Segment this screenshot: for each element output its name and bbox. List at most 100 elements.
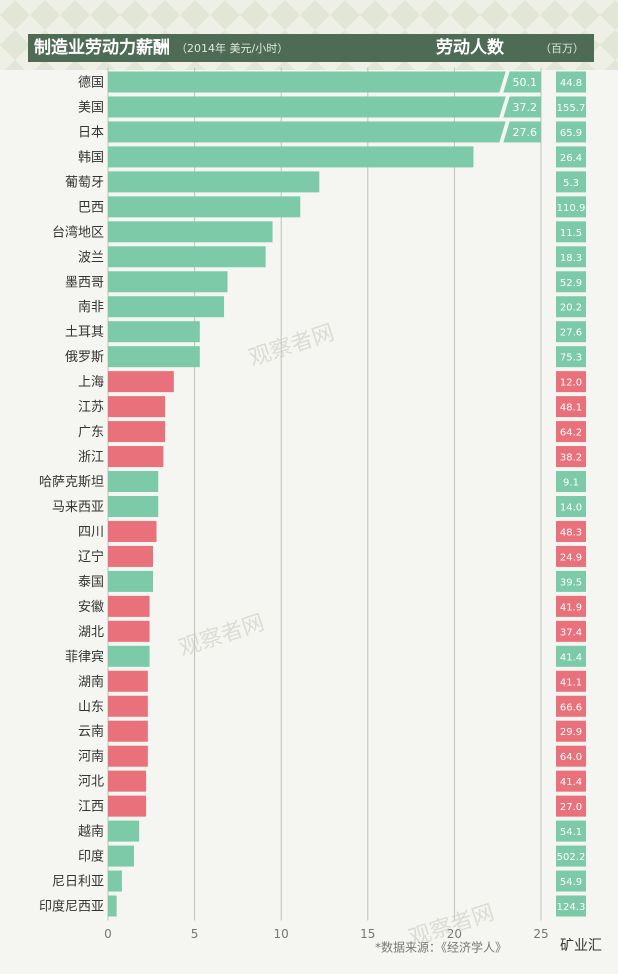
bar: [108, 795, 147, 817]
workforce-label: 110.9: [557, 203, 586, 214]
y-tick-label: 浙江: [78, 450, 104, 465]
workforce-box: [556, 845, 586, 867]
workforce-label: 12.0: [560, 378, 582, 389]
workforce-label: 14.0: [560, 502, 582, 513]
bar: [108, 495, 159, 517]
workforce-box: [556, 820, 586, 842]
y-tick-label: 四川: [78, 525, 104, 540]
value-label: 37.2: [513, 101, 538, 114]
y-tick-label: 俄罗斯: [65, 350, 104, 365]
bar: [108, 670, 148, 692]
workforce-box: [556, 720, 586, 742]
workforce-label: 502.2: [557, 852, 586, 863]
workforce-box: [556, 71, 586, 93]
bar: [108, 720, 148, 742]
brand: 矿业汇: [560, 938, 602, 954]
y-tick-label: 土耳其: [65, 325, 104, 340]
y-tick-label: 印度: [78, 849, 104, 865]
workforce-label: 39.5: [560, 577, 582, 588]
bar: [108, 446, 164, 468]
bar: [108, 371, 174, 393]
workforce-box: [556, 595, 586, 617]
y-tick-label: 湖北: [78, 625, 104, 640]
y-tick-label: 马来西亚: [52, 500, 104, 515]
x-tick-label: 20: [447, 927, 462, 941]
side-subtitle: （百万）: [540, 42, 584, 55]
chart-subtitle: （2014年 美元/小时）: [176, 41, 288, 55]
y-tick-label: 安徽: [78, 600, 104, 615]
y-tick-label: 山东: [78, 700, 104, 715]
x-tick-label: 25: [533, 927, 548, 941]
workforce-label: 54.9: [560, 877, 582, 888]
bar: [108, 745, 148, 767]
workforce-box: [556, 495, 586, 517]
workforce-label: 37.4: [560, 627, 582, 638]
workforce-label: 54.1: [560, 827, 582, 838]
y-tick-label: 德国: [78, 76, 104, 91]
workforce-box: [556, 171, 586, 193]
workforce-label: 27.6: [560, 328, 582, 339]
workforce-label: 66.6: [560, 702, 582, 713]
workforce-label: 155.7: [557, 103, 586, 114]
workforce-box: [556, 670, 586, 692]
workforce-box: [556, 296, 586, 318]
workforce-label: 52.9: [560, 278, 582, 289]
plot: 0 5 10 15 20 25 德国 50.1 44.8 美国 37.2 155.7 日本 27.6 65.…: [39, 67, 586, 941]
workforce-label: 24.9: [560, 552, 582, 563]
workforce-box: [556, 795, 586, 817]
bar: [108, 196, 301, 218]
y-tick-label: 泰国: [78, 575, 104, 590]
workforce-box: [556, 121, 586, 143]
workforce-label: 20.2: [560, 303, 582, 314]
workforce-box: [556, 371, 586, 393]
y-tick-label: 台湾地区: [52, 224, 104, 240]
chart-title: 制造业劳动力薪酬: [34, 37, 170, 58]
workforce-box: [556, 471, 586, 493]
workforce-label: 41.9: [560, 602, 582, 613]
y-tick-label: 波兰: [78, 250, 104, 265]
workforce-label: 48.3: [560, 527, 582, 538]
y-tick-label: 广东: [78, 425, 104, 440]
source: *数据来源：《经济学人》: [375, 940, 507, 955]
workforce-box: [556, 695, 586, 717]
workforce-label: 48.1: [560, 403, 582, 414]
bar: [108, 396, 166, 418]
bar: [108, 96, 541, 118]
workforce-label: 41.4: [560, 777, 582, 788]
bar: [108, 121, 541, 143]
workforce-box: [556, 396, 586, 418]
workforce-label: 18.3: [560, 253, 582, 264]
workforce-label: 9.1: [563, 478, 579, 489]
bar: [108, 171, 320, 193]
workforce-box: [556, 570, 586, 592]
bar: [108, 895, 117, 917]
workforce-box: [556, 96, 586, 118]
workforce-label: 75.3: [560, 353, 582, 364]
workforce-label: 38.2: [560, 453, 582, 464]
workforce-label: 65.9: [560, 128, 582, 139]
workforce-box: [556, 620, 586, 642]
y-tick-label: 美国: [78, 100, 104, 115]
workforce-label: 41.1: [560, 677, 582, 688]
y-tick-label: 墨西哥: [65, 275, 104, 290]
workforce-box: [556, 895, 586, 917]
workforce-label: 11.5: [560, 228, 582, 239]
value-label: 27.6: [513, 126, 538, 139]
y-tick-label: 葡萄牙: [65, 175, 104, 190]
bar-break: [499, 70, 510, 94]
y-tick-label: 南非: [78, 299, 104, 315]
header-bar: [28, 34, 594, 62]
y-tick-label: 尼日利亚: [52, 875, 104, 890]
value-label: 50.1: [513, 76, 538, 89]
bar: [108, 770, 147, 792]
y-tick-label: 巴西: [78, 200, 104, 215]
workforce-label: 26.4: [560, 153, 582, 164]
bar: [108, 471, 159, 493]
bar: [108, 520, 157, 542]
bar: [108, 71, 541, 93]
workforce-box: [556, 446, 586, 468]
bar: [108, 820, 140, 842]
bar: [108, 321, 200, 343]
bars: [108, 71, 541, 917]
